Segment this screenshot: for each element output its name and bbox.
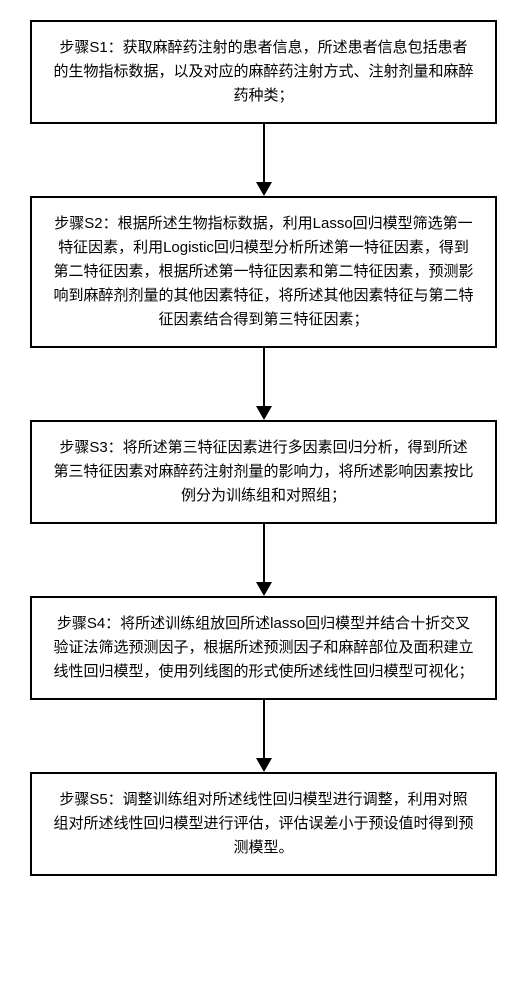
arrow-line [263,524,265,582]
arrow-s2-s3 [30,348,497,420]
arrow-head-icon [256,758,272,772]
arrow-line [263,700,265,758]
step-s1-text: 步骤S1：获取麻醉药注射的患者信息，所述患者信息包括患者的生物指标数据，以及对应… [53,39,473,104]
step-s5-text: 步骤S5：调整训练组对所述线性回归模型进行调整，利用对照组对所述线性回归模型进行… [53,791,473,856]
arrow-s1-s2 [30,124,497,196]
arrow-head-icon [256,406,272,420]
step-s4-box: 步骤S4：将所述训练组放回所述lasso回归模型并结合十折交叉验证法筛选预测因子… [30,596,497,700]
flowchart-container: 步骤S1：获取麻醉药注射的患者信息，所述患者信息包括患者的生物指标数据，以及对应… [30,20,497,876]
arrow-s3-s4 [30,524,497,596]
step-s3-text: 步骤S3：将所述第三特征因素进行多因素回归分析，得到所述第三特征因素对麻醉药注射… [53,439,473,504]
step-s3-box: 步骤S3：将所述第三特征因素进行多因素回归分析，得到所述第三特征因素对麻醉药注射… [30,420,497,524]
step-s2-text: 步骤S2：根据所述生物指标数据，利用Lasso回归模型筛选第一特征因素，利用Lo… [53,215,473,328]
step-s4-text: 步骤S4：将所述训练组放回所述lasso回归模型并结合十折交叉验证法筛选预测因子… [53,615,473,680]
arrow-s4-s5 [30,700,497,772]
arrow-head-icon [256,582,272,596]
step-s2-box: 步骤S2：根据所述生物指标数据，利用Lasso回归模型筛选第一特征因素，利用Lo… [30,196,497,348]
arrow-line [263,348,265,406]
arrow-line [263,124,265,182]
step-s1-box: 步骤S1：获取麻醉药注射的患者信息，所述患者信息包括患者的生物指标数据，以及对应… [30,20,497,124]
arrow-head-icon [256,182,272,196]
step-s5-box: 步骤S5：调整训练组对所述线性回归模型进行调整，利用对照组对所述线性回归模型进行… [30,772,497,876]
